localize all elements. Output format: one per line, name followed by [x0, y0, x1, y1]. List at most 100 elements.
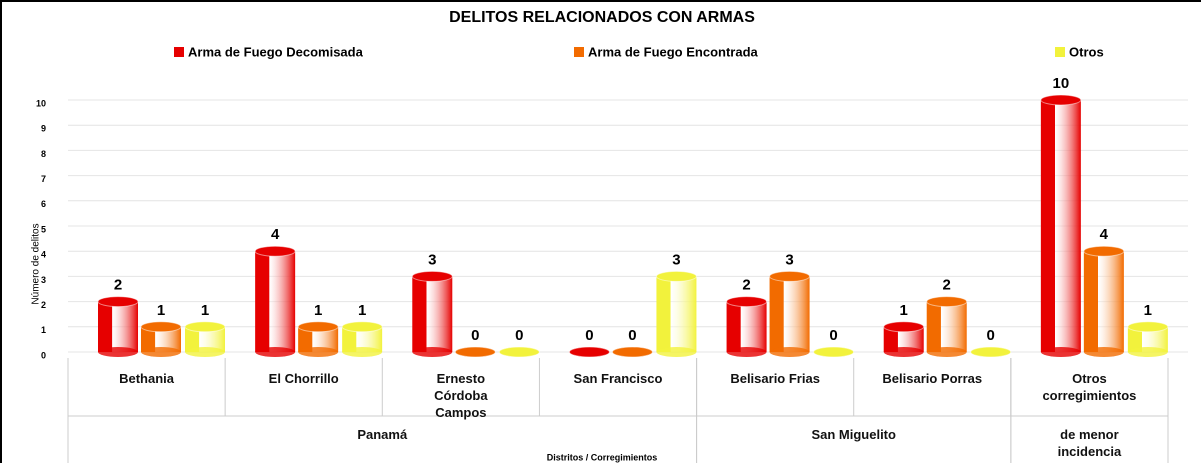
bar [883, 321, 925, 357]
y-tick-label: 9 [41, 124, 46, 134]
y-axis-label: Número de delitos [31, 223, 42, 304]
bar [611, 346, 653, 358]
bar [184, 321, 226, 357]
y-tick-label: 8 [41, 149, 46, 159]
value-label: 3 [428, 251, 436, 268]
value-label: 0 [628, 327, 636, 344]
value-label: 0 [585, 327, 593, 344]
y-tick-label: 6 [41, 199, 46, 209]
bar-base [255, 347, 296, 357]
legend-label: Arma de Fuego Decomisada [188, 44, 364, 59]
value-label: 0 [515, 327, 523, 344]
group-label: de menor incidencia [1057, 427, 1122, 459]
bar-base [883, 347, 924, 357]
bar-base [926, 347, 967, 357]
value-label: 0 [471, 327, 479, 344]
bar-base [1083, 347, 1124, 357]
bar-body [412, 276, 453, 352]
bar-top [611, 346, 653, 358]
bar-top [655, 270, 697, 282]
x-tick-label: Bethania [119, 371, 175, 386]
y-tick-label: 10 [36, 98, 46, 108]
bar [1040, 94, 1082, 357]
bar-body [656, 276, 697, 352]
bar-top [454, 346, 496, 358]
value-label: 2 [943, 277, 951, 294]
bar-top [769, 270, 811, 282]
value-label: 0 [987, 327, 995, 344]
bar [813, 346, 855, 358]
bar-body [98, 301, 138, 352]
bar-top [1127, 321, 1169, 333]
bar-body [926, 301, 967, 352]
bar-top [926, 296, 968, 308]
x-axis-label: Distritos / Corregimientos [547, 452, 658, 462]
value-label: 1 [900, 302, 908, 319]
bar-base [726, 347, 767, 357]
bar-base [1127, 347, 1168, 357]
bar [498, 346, 540, 358]
bar [297, 321, 339, 357]
bar-base [769, 347, 810, 357]
bar-top [813, 346, 855, 358]
x-tick-label: Ernesto Córdoba Campos [434, 371, 488, 420]
value-label: 10 [1053, 75, 1070, 92]
bar-top [726, 296, 768, 308]
bar [140, 321, 182, 357]
bar-top [883, 321, 925, 333]
bar-base [1040, 347, 1081, 357]
legend-label: Otros [1069, 44, 1104, 59]
value-label: 2 [114, 277, 122, 294]
bar [254, 245, 296, 357]
y-tick-label: 2 [41, 300, 46, 310]
bar-top [411, 270, 453, 282]
bar [568, 346, 610, 358]
bar-base [656, 347, 697, 357]
y-tick-label: 0 [41, 350, 46, 360]
bar-body [769, 276, 810, 352]
bar-top [97, 296, 139, 308]
bar-top [140, 321, 182, 333]
bar-top [498, 346, 540, 358]
bar-top [341, 321, 383, 333]
group-label: Panamá [357, 427, 408, 442]
bar [341, 321, 383, 357]
value-label: 3 [785, 251, 793, 268]
legend-swatch [1055, 47, 1065, 57]
bar-base [185, 347, 225, 357]
bar-body [726, 301, 767, 352]
bar-top [568, 346, 610, 358]
y-tick-label: 3 [41, 275, 46, 285]
value-label: 0 [829, 327, 837, 344]
value-label: 4 [271, 226, 280, 243]
y-tick-label: 4 [41, 250, 46, 260]
bar-top [1040, 94, 1082, 106]
legend-swatch [174, 47, 184, 57]
bar-top [1083, 245, 1125, 257]
x-tick-label: Otros corregimientos [1042, 371, 1137, 403]
bar [769, 270, 811, 357]
value-label: 1 [201, 302, 209, 319]
bar-base [412, 347, 453, 357]
value-label: 1 [314, 302, 322, 319]
bar [1083, 245, 1125, 357]
bar [97, 296, 139, 357]
bar-top [297, 321, 339, 333]
bar-base [141, 347, 181, 357]
value-label: 2 [742, 277, 750, 294]
value-label: 4 [1100, 226, 1109, 243]
value-label: 3 [672, 251, 680, 268]
bar-base [98, 347, 138, 357]
value-label: 1 [1144, 302, 1152, 319]
bar-base [298, 347, 339, 357]
bar-body [255, 251, 296, 352]
bar [411, 270, 453, 357]
bar [454, 346, 496, 358]
value-label: 1 [358, 302, 366, 319]
x-tick-label: San Francisco [573, 371, 663, 386]
group-label: San Miguelito [811, 427, 896, 442]
x-tick-label: Belisario Frias [730, 371, 820, 386]
bar-base [342, 347, 383, 357]
